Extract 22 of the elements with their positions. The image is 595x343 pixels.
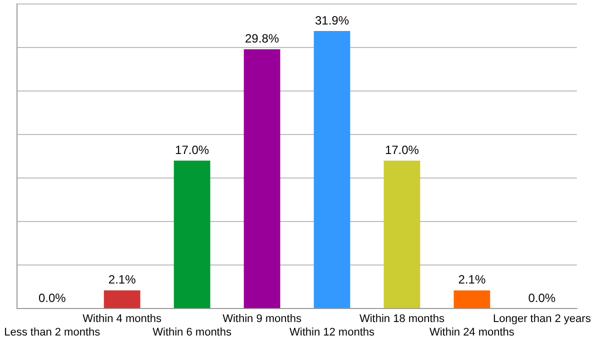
- data-label: 17.0%: [175, 142, 210, 157]
- bar: [314, 30, 350, 308]
- bar: [454, 290, 490, 308]
- data-label: 17.0%: [384, 142, 420, 157]
- bar: [384, 160, 420, 308]
- data-label: 29.8%: [245, 32, 280, 46]
- x-tick-label: Within 9 months: [222, 313, 302, 326]
- x-tick-label: Within 24 months: [429, 326, 515, 338]
- x-tick-label: Within 18 months: [359, 313, 445, 326]
- data-label: 0.0%: [38, 290, 66, 305]
- bar: [174, 160, 210, 308]
- x-tick-label: Within 6 months: [152, 326, 232, 338]
- data-label: 2.1%: [108, 272, 136, 287]
- data-label: 2.1%: [458, 272, 486, 287]
- data-label: 31.9%: [314, 13, 350, 28]
- data-label: 0.0%: [528, 290, 556, 305]
- x-tick-label: Within 4 months: [82, 313, 162, 326]
- bar: [104, 290, 140, 308]
- bar: [244, 49, 280, 308]
- x-tick-label: Longer than 2 years: [492, 313, 592, 326]
- x-tick-label: Less than 2 months: [4, 326, 101, 338]
- x-tick-label: Within 12 months: [290, 326, 375, 338]
